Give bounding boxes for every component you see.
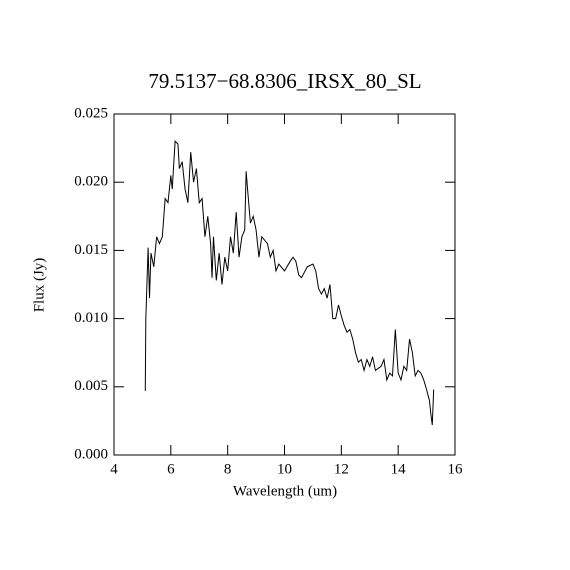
x-tick-label: 14 [391, 461, 407, 477]
y-tick-label: 0.010 [74, 310, 108, 326]
y-tick-label: 0.025 [74, 105, 108, 121]
x-tick-label: 8 [224, 461, 232, 477]
y-axis-label: Flux (Jy) [31, 258, 47, 313]
y-tick-label: 0.005 [74, 378, 108, 394]
spectrum-line [144, 140, 435, 426]
x-tick-label: 10 [277, 461, 292, 477]
x-tick-label: 16 [448, 461, 464, 477]
x-tick-label: 6 [167, 461, 175, 477]
y-tick-label: 0.020 [74, 174, 108, 190]
x-axis-label: Wavelength (um) [233, 483, 337, 499]
x-tick-label: 4 [110, 461, 118, 477]
x-tick-label: 12 [334, 461, 349, 477]
y-tick-label: 0.000 [74, 446, 108, 462]
y-tick-label: 0.015 [74, 242, 108, 258]
chart-title: 79.5137−68.8306_IRSX_80_SL [148, 69, 421, 93]
